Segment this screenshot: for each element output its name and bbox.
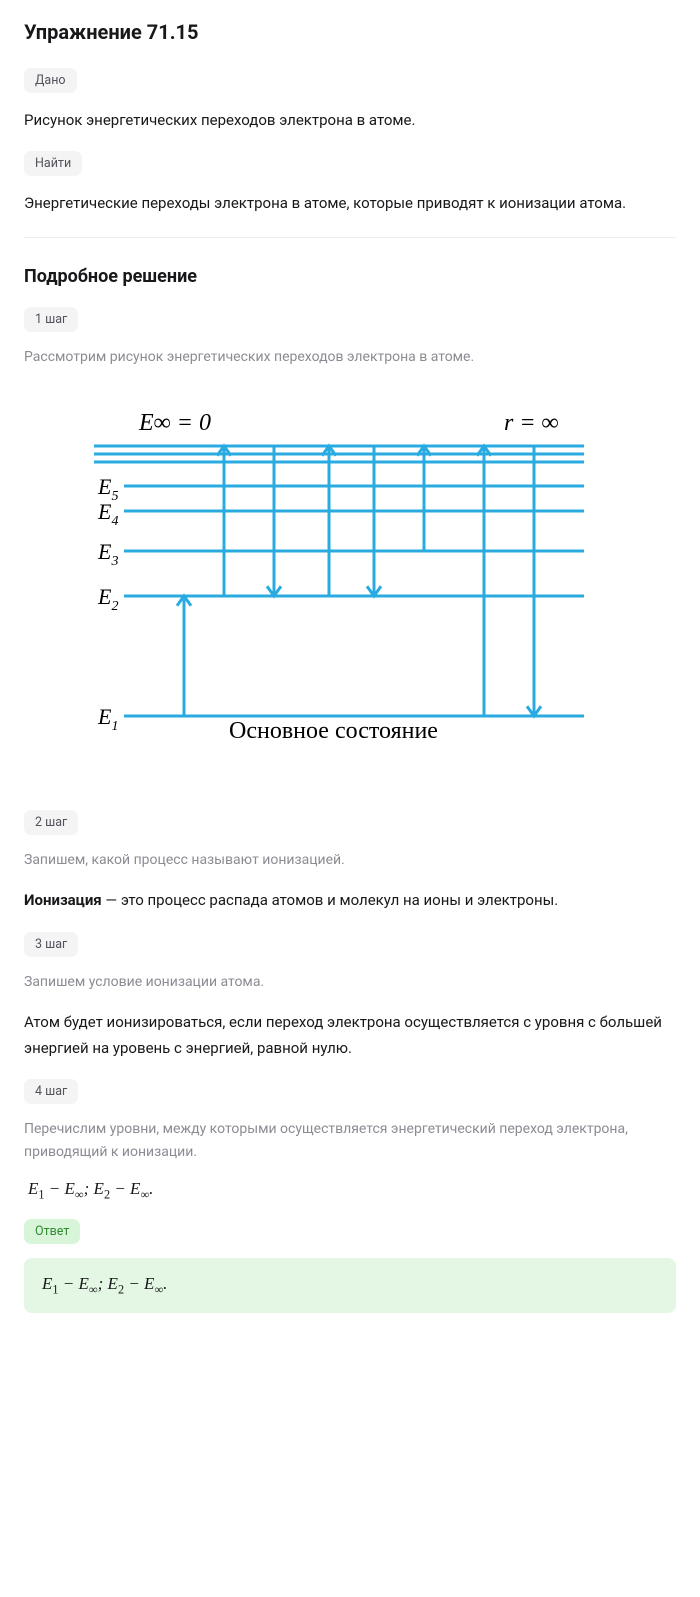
step-2-pill: 2 шаг [24, 810, 78, 835]
step-2-body: Ионизация — это процесс распада атомов и… [24, 887, 676, 913]
energy-diagram: E5E4E3E2E1E∞ = 0r = ∞Основное состояние [24, 386, 676, 770]
svg-text:Основное состояние: Основное состояние [229, 718, 438, 744]
find-text: Энергетические переходы электрона в атом… [24, 190, 676, 216]
step-1-pill: 1 шаг [24, 307, 78, 332]
svg-text:r = ∞: r = ∞ [504, 410, 559, 436]
find-pill: Найти [24, 151, 82, 176]
svg-text:E2: E2 [97, 584, 118, 614]
svg-text:E1: E1 [97, 704, 118, 734]
answer-pill: Ответ [24, 1219, 80, 1244]
solution-heading: Подробное решение [24, 266, 676, 287]
exercise-title: Упражнение 71.15 [24, 20, 676, 44]
given-pill: Дано [24, 68, 77, 93]
step-2-desc: Запишем, какой процесс называют ионизаци… [24, 849, 676, 871]
answer-box: E1 − E∞; E2 − E∞. [24, 1258, 676, 1313]
step-3-desc: Запишем условие ионизации атома. [24, 971, 676, 993]
step-4-pill: 4 шаг [24, 1079, 78, 1104]
ionization-def: — это процесс распада атомов и молекул н… [102, 891, 559, 909]
divider [24, 237, 676, 238]
given-text: Рисунок энергетических переходов электро… [24, 107, 676, 133]
formula-line: E1 − E∞; E2 − E∞. [24, 1179, 676, 1202]
svg-text:E3: E3 [97, 539, 118, 569]
svg-text:E∞ = 0: E∞ = 0 [138, 410, 211, 436]
ionization-term: Ионизация [24, 891, 102, 909]
step-1-desc: Рассмотрим рисунок энергетических перехо… [24, 346, 676, 368]
step-4-desc: Перечислим уровни, между которыми осущес… [24, 1118, 676, 1163]
step-3-body: Атом будет ионизироваться, если переход … [24, 1009, 676, 1062]
step-3-pill: 3 шаг [24, 932, 78, 957]
